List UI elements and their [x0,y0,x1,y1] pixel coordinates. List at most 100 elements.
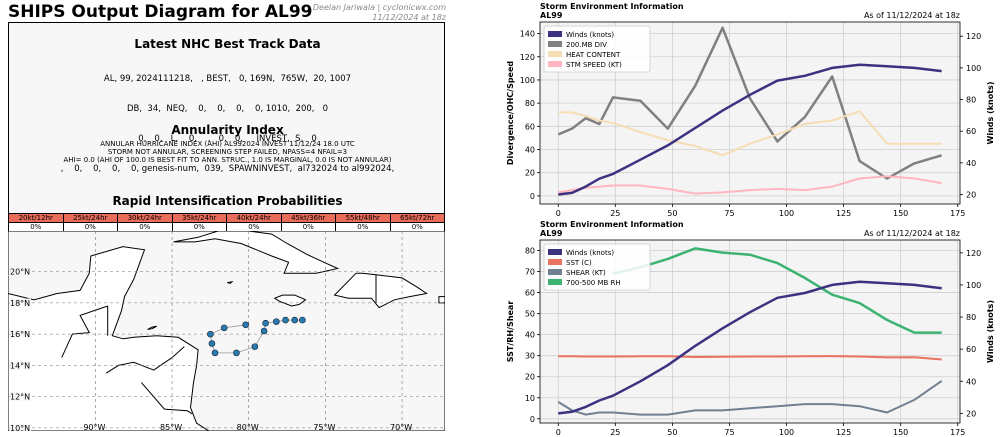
ri-header-cell: 20kt/12hr [8,213,64,223]
ri-header-cell: 45kt/36hr [280,213,336,223]
y-tick-label: 30 [525,352,535,361]
lon-label: 80°W [237,423,259,432]
series-line [557,26,943,180]
legend-box [543,25,651,73]
credit-date: 11/12/2024 at 18z [372,13,446,22]
series-line [558,355,942,361]
track-map: 10°N 12°N 14°N 16°N 18°N 20°N [8,231,445,431]
series-line [558,280,942,415]
annularity-title: Annularity Index [171,123,284,137]
series-line [558,175,942,195]
lat-label-text: 12°N [10,393,30,402]
ri-title: Rapid Intensification Probabilities [112,194,343,208]
map-axis-labels: 90°W 85°W 80°W 75°W 70°W [83,423,412,432]
legend: Winds (knots) 200.MB DIV HEAT CONTENT STM S… [543,25,651,73]
best-track-data: AL, 99, 2024111218, , BEST, 0, 169N, 765… [9,54,446,194]
land-polygon [333,272,428,309]
track-point [208,340,216,347]
legend-label: HEAT CONTENT [566,51,621,59]
y-tick-label: 20 [525,169,535,178]
y-axis-label: SST/RH/Shear [506,301,515,363]
info-panel: Latest NHC Best Track Data AL, 99, 20241… [8,22,446,431]
legend-swatch [548,259,562,265]
lon-label: 75°W [313,423,335,432]
y-tick-label: 40 [525,331,535,340]
y-tick-label: 120 [520,53,535,62]
track-point [220,324,228,332]
x-tick-label: 150 [893,209,908,218]
lon-label: 85°W [160,423,182,432]
legend-swatch [548,31,562,37]
legend-label: STM SPEED (KT) [566,61,622,69]
x-tick-label: 150 [893,428,908,437]
y2-tick-label: 40 [966,377,976,386]
x-tick-label: 175 [950,428,965,437]
page-title: SHIPS Output Diagram for AL99 [8,2,313,22]
y-tick-label: 50 [525,310,535,319]
best-track-title: Latest NHC Best Track Data [134,37,321,51]
legend-label: 700-500 MB RH [566,279,621,287]
series-line [612,247,942,334]
y2-tick-label: 100 [966,281,981,290]
track-point [262,319,269,327]
y2-axis-label: Winds (knots) [986,82,995,145]
legend-label: 200.MB DIV [566,41,607,49]
lat-label: 16°N [9,329,32,341]
y-tick-label: 60 [525,122,535,131]
track-point [233,349,240,357]
y-tick-label: 20 [525,373,535,382]
y-tick-label: 0 [530,192,535,201]
lat-label-text: 20°N [10,268,30,277]
ri-header-cell: 35kt/24hr [171,213,227,223]
y2-tick-label: 120 [966,249,981,258]
track-point [251,343,259,350]
series-line [557,380,943,416]
x-tick-label: 100 [779,428,794,437]
y-tick-label: 140 [520,30,535,39]
chart-subtitle: AL99 [540,229,563,238]
x-tick-label: 0 [556,209,561,218]
x-tick-label: 125 [836,428,851,437]
x-tick-label: 50 [667,209,677,218]
best-track-line: AL, 99, 2024111218, , BEST, 0, 169N, 765… [103,74,352,84]
chart-subtitle: AL99 [540,11,563,20]
y2-tick-label: 100 [966,64,981,73]
y2-tick-label: 60 [966,127,976,136]
legend-swatch [548,249,562,255]
land-polygon [173,231,340,274]
legend-box [543,243,651,291]
chart-date-label: As of 11/12/2024 at 18z [864,11,960,20]
annularity-line: ANNULAR HURRICANE INDEX (AHI) AL992024 I… [100,140,355,148]
best-track-line: DB, 34, NEQ, 0, 0, 0, 0, 1010, 200, 0 [126,104,329,114]
annularity-line: AHI= 0.0 (AHI OF 100.0 IS BEST FIT TO AN… [63,156,392,164]
y-axis-label: Divergence/OHC/Speed [506,61,515,166]
chart-title: Storm Environment Information [540,220,684,229]
y-tick-label: 80 [525,99,535,108]
credit-author: Deelan Jariwala | cyclonicwx.com [312,3,446,12]
best-track-line: , 0, 0, 0, 0, genesis-num, 039, SPAWNINV… [60,164,395,174]
lon-label: 70°W [390,423,412,432]
legend-label: SHEAR (KT) [566,269,606,277]
ri-header-cell: 25kt/24hr [62,213,118,223]
lat-label-text: 18°N [10,299,30,308]
border-line [61,305,108,358]
track-point [207,330,214,338]
chart-title: Storm Environment Information [540,2,684,11]
legend-label: SST (C) [566,259,592,267]
lat-label: 14°N [9,360,32,372]
chart-date-label: As of 11/12/2024 at 18z [864,229,960,238]
land-polygon [147,325,157,330]
x-tick-label: 25 [610,428,620,437]
land-polygon [227,281,234,284]
legend-label: Winds (knots) [566,249,614,257]
legend-swatch [548,41,562,47]
legend-label: Winds (knots) [566,31,614,39]
legend-swatch [548,269,562,275]
ri-header-cell: 65kt/72hr [389,213,445,223]
y2-tick-label: 20 [966,191,976,200]
legend-swatch [548,51,562,57]
x-tick-label: 175 [950,209,965,218]
y-tick-label: 0 [530,415,535,424]
